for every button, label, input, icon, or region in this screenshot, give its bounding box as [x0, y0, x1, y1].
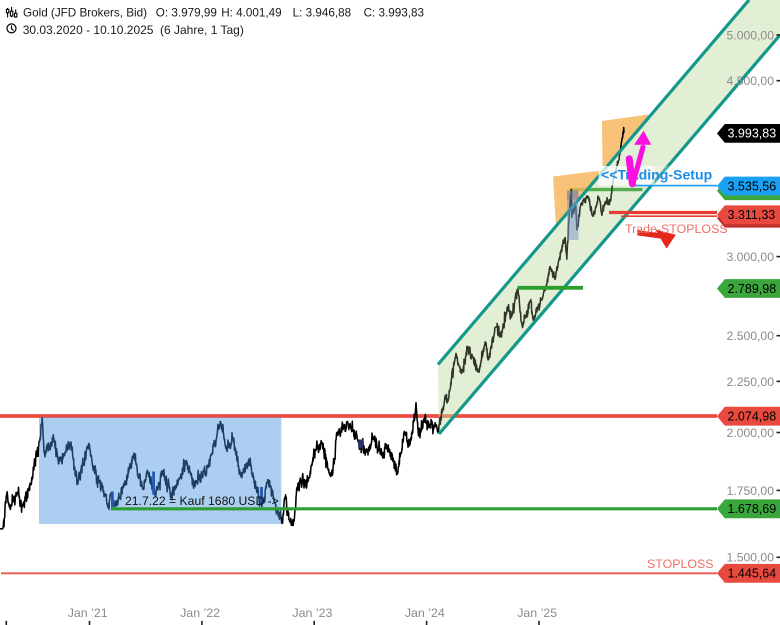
- svg-text:3.311,33: 3.311,33: [728, 208, 776, 222]
- svg-text:O: 3.979,99: O: 3.979,99: [156, 7, 217, 20]
- svg-text:30.03.2020 - 10.10.2025: 30.03.2020 - 10.10.2025: [23, 23, 154, 37]
- svg-text:1.445,64: 1.445,64: [728, 567, 777, 581]
- svg-text:3.993,83: 3.993,83: [728, 127, 777, 141]
- svg-text:STOPLOSS: STOPLOSS: [647, 557, 714, 571]
- svg-text:C: 3.993,83: C: 3.993,83: [364, 7, 424, 20]
- svg-text:<<Trading-Setup: <<Trading-Setup: [601, 166, 713, 182]
- svg-text:Jan ’21: Jan ’21: [68, 606, 108, 620]
- svg-text:Jan ’24: Jan ’24: [405, 606, 445, 620]
- svg-text:Jan ’22: Jan ’22: [180, 606, 220, 620]
- svg-text:2.789,98: 2.789,98: [728, 282, 777, 296]
- svg-text:4.500,00: 4.500,00: [727, 74, 775, 88]
- svg-text:Jan ’23: Jan ’23: [292, 606, 332, 620]
- svg-text:1.500,00: 1.500,00: [727, 551, 775, 565]
- svg-text:3.000,00: 3.000,00: [727, 250, 775, 264]
- svg-text:2.000,00: 2.000,00: [727, 426, 775, 440]
- svg-text:5.000,00: 5.000,00: [727, 28, 775, 42]
- svg-text:3.535,56: 3.535,56: [728, 179, 777, 193]
- svg-text:1.678,69: 1.678,69: [728, 502, 777, 516]
- svg-text:21.7.22 = Kauf 1680 USD ->: 21.7.22 = Kauf 1680 USD ->: [125, 494, 279, 508]
- svg-text:Jan ’25: Jan ’25: [517, 606, 557, 620]
- svg-text:1.750,00: 1.750,00: [727, 484, 775, 498]
- svg-text:L: 3.946,88: L: 3.946,88: [293, 7, 352, 20]
- svg-text:2.074,98: 2.074,98: [728, 410, 777, 424]
- svg-text:(6 Jahre, 1 Tag): (6 Jahre, 1 Tag): [160, 23, 244, 37]
- svg-text:2.250,00: 2.250,00: [727, 375, 775, 389]
- svg-text:H: 4.001,49: H: 4.001,49: [221, 7, 281, 20]
- svg-text:Trade-STOPLOSS: Trade-STOPLOSS: [625, 222, 728, 236]
- svg-text:2.500,00: 2.500,00: [727, 329, 775, 343]
- svg-text:Gold (JFD Brokers, Bid): Gold (JFD Brokers, Bid): [23, 7, 147, 20]
